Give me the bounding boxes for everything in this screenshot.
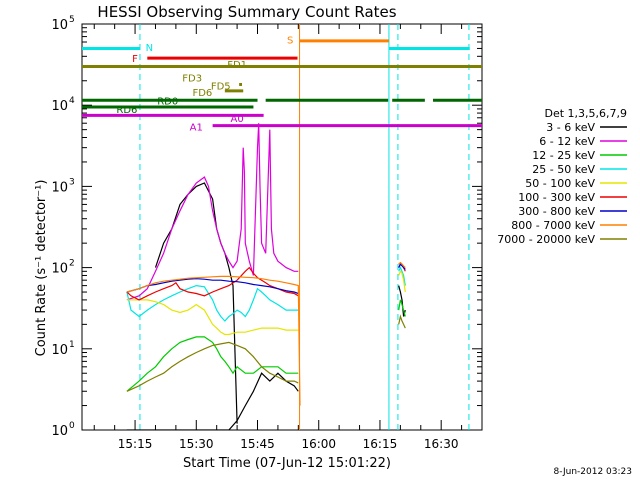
y-tick-exponent: 4 <box>69 96 75 106</box>
series-line-8 <box>126 275 301 406</box>
series-line-1 <box>154 182 238 424</box>
series-line-7 <box>398 263 406 270</box>
flag-label-a1: A1 <box>190 122 203 133</box>
series-line-9 <box>398 314 406 329</box>
y-tick-exponent: 3 <box>69 177 75 187</box>
series-line-9 <box>126 341 299 392</box>
flag-label-fd6: FD6 <box>192 88 212 99</box>
legend-label: 100 - 300 keV <box>518 191 595 204</box>
series-line-8 <box>398 261 406 269</box>
x-tick-label: 16:30 <box>424 437 459 451</box>
series-line-4 <box>126 284 299 322</box>
legend-label: 6 - 12 keV <box>539 135 595 148</box>
timestamp: 8-Jun-2012 03:23 <box>554 467 633 477</box>
x-axis-label: Start Time (07-Jun-12 15:01:22) <box>183 456 391 471</box>
y-tick-label: 10 <box>51 262 68 277</box>
legend-label: 800 - 7000 keV <box>511 219 595 232</box>
y-tick-label: 10 <box>51 180 68 195</box>
flag-label-rd6: RD6 <box>116 105 137 116</box>
legend-label: 25 - 50 keV <box>532 163 595 176</box>
flag-label-a0: A0 <box>231 114 244 125</box>
flag-label-fd1: FD1 <box>227 60 247 71</box>
flag-label-fd3: FD3 <box>182 73 202 84</box>
x-tick-label: 15:15 <box>118 437 153 451</box>
y-tick-exponent: 1 <box>69 340 75 350</box>
x-tick-label: 16:15 <box>363 437 398 451</box>
y-tick-label: 10 <box>51 343 68 358</box>
chart-title: HESSI Observing Summary Count Rates <box>97 3 396 21</box>
flag-label-f: F <box>132 54 138 65</box>
series-line-3 <box>126 336 299 392</box>
series-line-5 <box>398 270 406 293</box>
series-line-3 <box>398 299 406 317</box>
flag-label-n: N <box>146 43 153 54</box>
y-tick-label: 10 <box>51 18 68 33</box>
legend-label: 12 - 25 keV <box>532 149 595 162</box>
series-line-6 <box>126 266 299 301</box>
series-line-2 <box>126 123 299 301</box>
legend-label: 3 - 6 keV <box>546 121 595 134</box>
series-line-4 <box>398 266 406 286</box>
y-tick-label: 10 <box>51 99 68 114</box>
y-tick-exponent: 2 <box>69 259 75 269</box>
y-tick-exponent: 5 <box>69 15 75 25</box>
legend-label: 50 - 100 keV <box>525 177 595 190</box>
legend-label: 300 - 800 keV <box>518 205 595 218</box>
y-tick-exponent: 0 <box>69 421 75 431</box>
series-line-1 <box>126 372 299 430</box>
flag-label-rd0: RD0 <box>157 96 178 107</box>
series-line-5 <box>126 299 299 336</box>
plot-frame <box>81 23 483 431</box>
x-tick-label: 15:30 <box>179 437 214 451</box>
series-line-7 <box>126 278 299 295</box>
y-tick-label: 10 <box>51 424 68 439</box>
x-tick-label: 15:45 <box>240 437 275 451</box>
legend-title: Det 1,3,5,6,7,9 <box>544 107 627 120</box>
flag-label-fd5: FD5 <box>211 81 231 92</box>
x-tick-label: 16:00 <box>301 437 336 451</box>
legend-label: 7000 - 20000 keV <box>497 233 595 246</box>
flag-label-s: S <box>287 36 293 47</box>
y-axis-label: Count Rate (s⁻¹ detector⁻¹) <box>34 180 49 357</box>
